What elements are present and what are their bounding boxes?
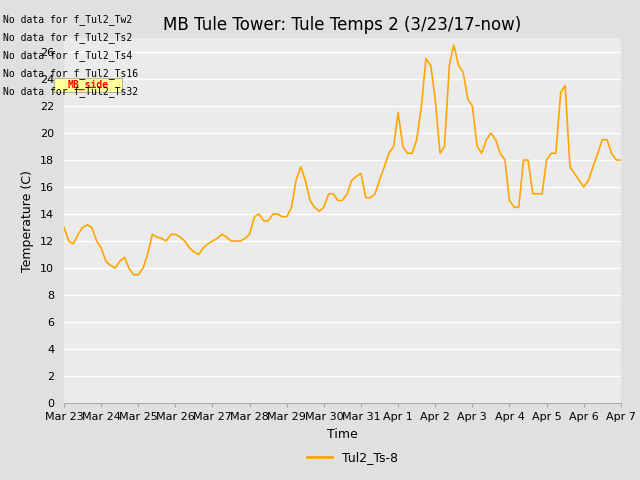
Text: No data for f_Tul2_Ts4: No data for f_Tul2_Ts4	[3, 50, 132, 61]
Text: MB_side: MB_side	[67, 80, 109, 90]
Text: No data for f_Tul2_Tw2: No data for f_Tul2_Tw2	[3, 13, 132, 24]
X-axis label: Time: Time	[327, 428, 358, 441]
Text: No data for f_Tul2_Ts2: No data for f_Tul2_Ts2	[3, 32, 132, 43]
Legend: Tul2_Ts-8: Tul2_Ts-8	[301, 446, 403, 469]
Y-axis label: Temperature (C): Temperature (C)	[22, 170, 35, 272]
Text: No data for f_Tul2_Ts32: No data for f_Tul2_Ts32	[3, 86, 138, 97]
Title: MB Tule Tower: Tule Temps 2 (3/23/17-now): MB Tule Tower: Tule Temps 2 (3/23/17-now…	[163, 16, 522, 34]
Text: No data for f_Tul2_Ts16: No data for f_Tul2_Ts16	[3, 68, 138, 79]
